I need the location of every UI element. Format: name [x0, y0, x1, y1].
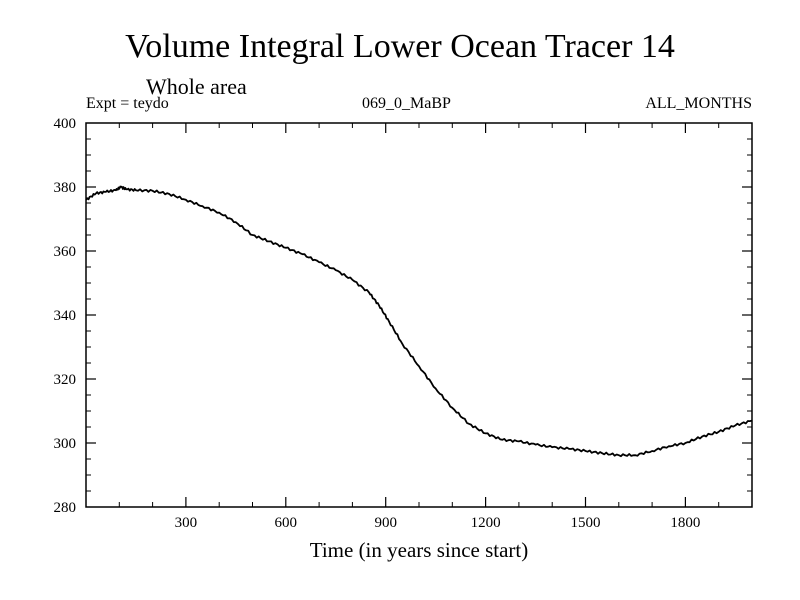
- tick-label-layer: 300 600 900 1200 1500 1800 280 300 320 340 360 380 4…: [54, 116, 701, 531]
- y-tick-label: 340: [54, 308, 77, 324]
- y-tick-label: 400: [54, 116, 77, 132]
- experiment-label: Expt = teydo: [86, 95, 169, 112]
- x-tick-label: 1800: [670, 515, 700, 531]
- season-label: ALL_MONTHS: [645, 95, 752, 112]
- x-tick-label: 900: [374, 515, 397, 531]
- y-tick-label: 360: [54, 244, 77, 260]
- x-axis-title: Time (in years since start): [310, 538, 529, 562]
- series-layer: [85, 185, 753, 458]
- chart-title: Volume Integral Lower Ocean Tracer 14: [125, 28, 675, 65]
- y-tick-label: 280: [54, 500, 77, 516]
- y-tick-label: 320: [54, 372, 77, 388]
- y-tick-label: 300: [54, 436, 77, 452]
- x-tick-label: 1500: [571, 515, 601, 531]
- x-tick-label: 600: [275, 515, 298, 531]
- plot-frame: [85, 122, 753, 508]
- x-tick-label: 1200: [471, 515, 501, 531]
- y-tick-label: 380: [54, 180, 77, 196]
- series-line-0: [85, 185, 753, 458]
- time-period-label: 069_0_MaBP: [362, 95, 451, 112]
- chart-subtitle: Whole area: [146, 74, 247, 99]
- tick-layer: [86, 123, 752, 507]
- x-tick-label: 300: [175, 515, 198, 531]
